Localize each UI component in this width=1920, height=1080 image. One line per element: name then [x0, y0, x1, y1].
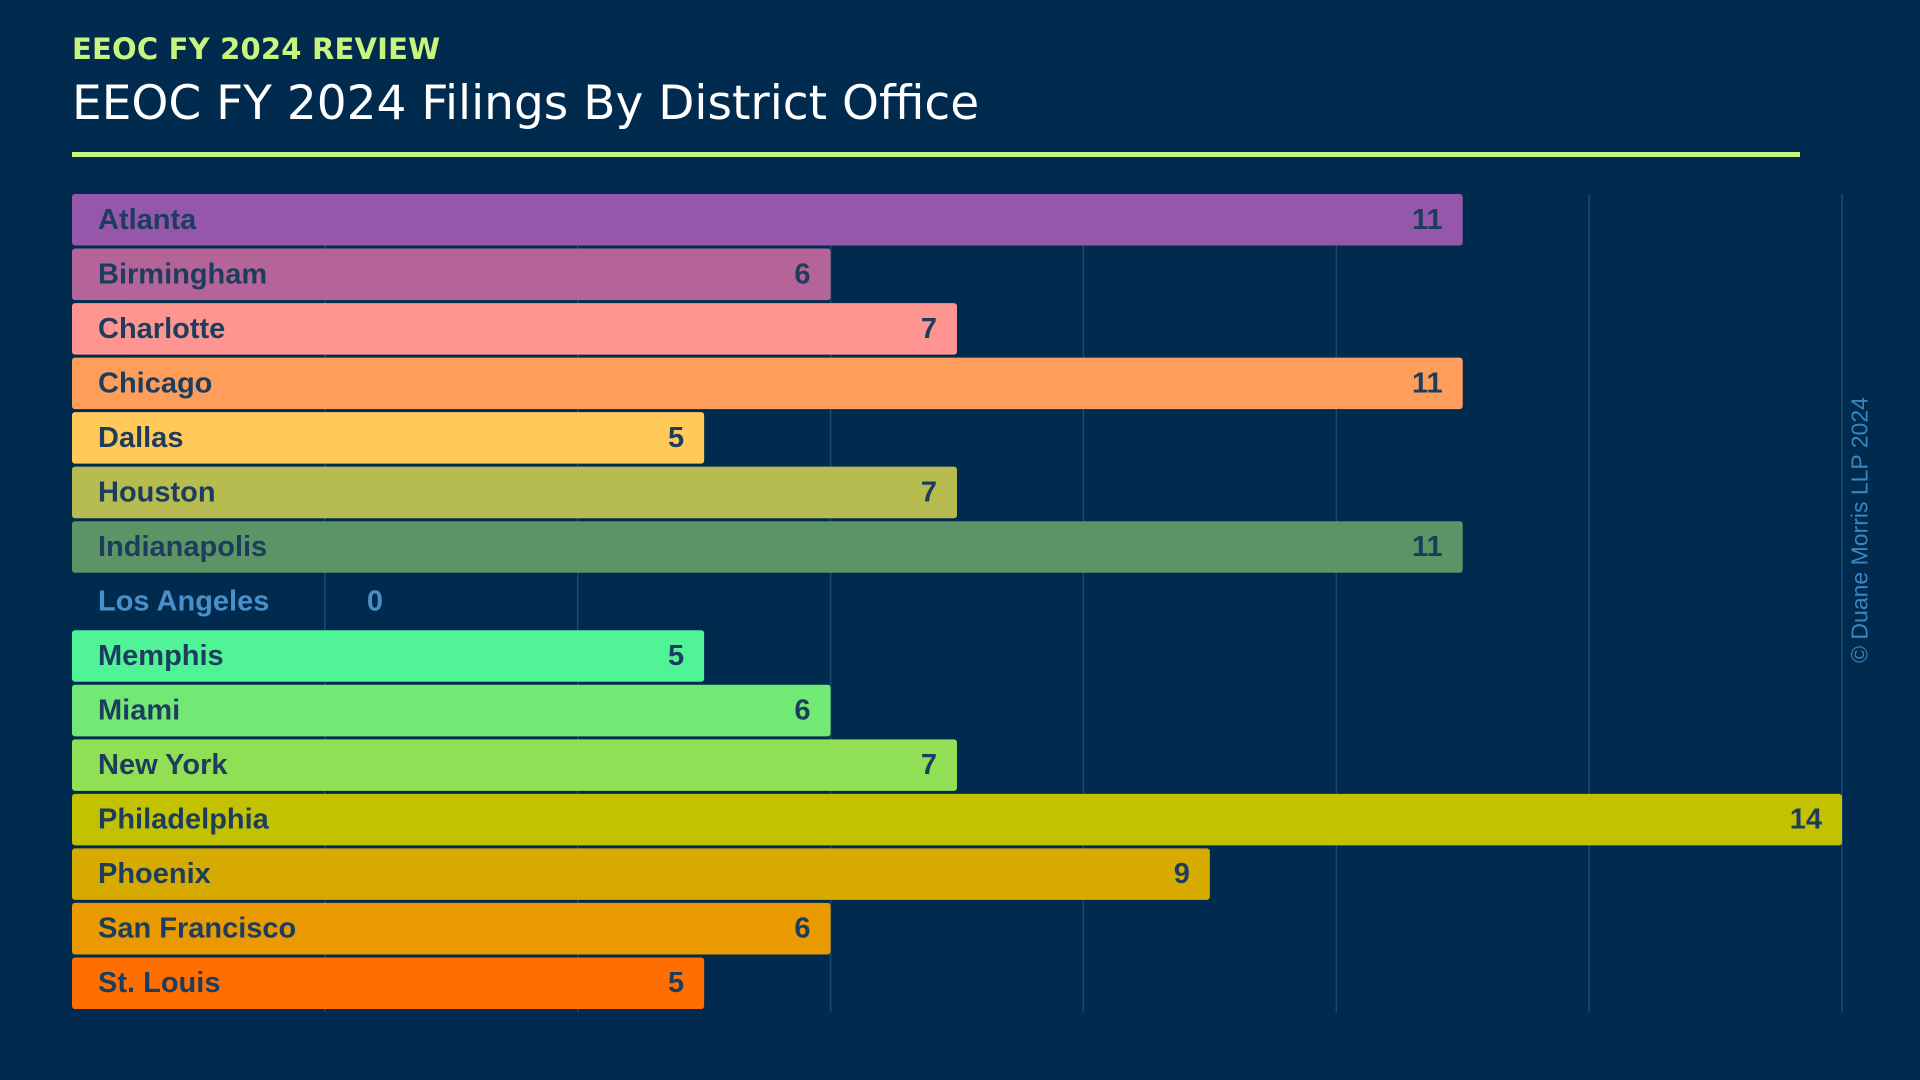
chart-title: EEOC FY 2024 Filings By District Office [72, 76, 980, 131]
title-underline [72, 152, 1800, 157]
category-label: San Francisco [98, 913, 296, 945]
value-label: 6 [794, 695, 810, 727]
bar [72, 684, 831, 737]
bar [72, 739, 957, 791]
category-label: Indianapolis [98, 531, 267, 563]
value-label: 5 [668, 640, 684, 672]
value-label: 7 [921, 749, 937, 781]
category-label: Philadelphia [98, 804, 270, 836]
category-label: Phoenix [98, 858, 211, 890]
category-label: Charlotte [98, 313, 225, 345]
bar [72, 248, 831, 301]
value-label: 11 [1412, 204, 1443, 236]
category-label: Atlanta [98, 204, 197, 236]
bar [72, 902, 831, 955]
value-label: 9 [1174, 858, 1190, 890]
category-label: Memphis [98, 640, 224, 672]
category-label: New York [98, 749, 228, 781]
bar [72, 466, 957, 519]
value-labels: 11 6 7 11 5 7 11 0 5 6 7 14 9 6 5 [367, 204, 1822, 999]
bar [72, 630, 705, 682]
chart-kicker: EEOC FY 2024 REVIEW [72, 32, 441, 66]
bar [72, 194, 1463, 246]
value-label: 6 [794, 913, 810, 945]
bar [72, 848, 1210, 900]
category-label: Houston [98, 476, 216, 508]
category-label: St. Louis [98, 967, 220, 999]
value-label: 11 [1412, 531, 1443, 563]
category-label: Chicago [98, 367, 212, 399]
category-label: Birmingham [98, 258, 267, 290]
bar [72, 957, 705, 1009]
value-label: 7 [921, 476, 937, 508]
value-label: 14 [1790, 804, 1822, 836]
value-label: 11 [1412, 367, 1443, 399]
bar [72, 412, 705, 464]
bars [72, 194, 1842, 1009]
category-label: Dallas [98, 422, 183, 454]
value-label: 6 [794, 258, 810, 290]
value-label: 0 [367, 586, 383, 618]
bar [72, 793, 1842, 846]
value-label: 7 [921, 313, 937, 345]
category-labels: Atlanta Birmingham Charlotte Chicago Dallas H… [98, 204, 296, 999]
value-label: 5 [668, 422, 684, 454]
bar [72, 303, 957, 355]
copyright-notice: © Duane Morris LLP 2024 [1846, 397, 1873, 663]
bar [72, 357, 1463, 410]
category-label: Los Angeles [98, 586, 269, 618]
bar [72, 521, 1463, 573]
value-label: 5 [668, 967, 684, 999]
category-label: Miami [98, 695, 180, 727]
